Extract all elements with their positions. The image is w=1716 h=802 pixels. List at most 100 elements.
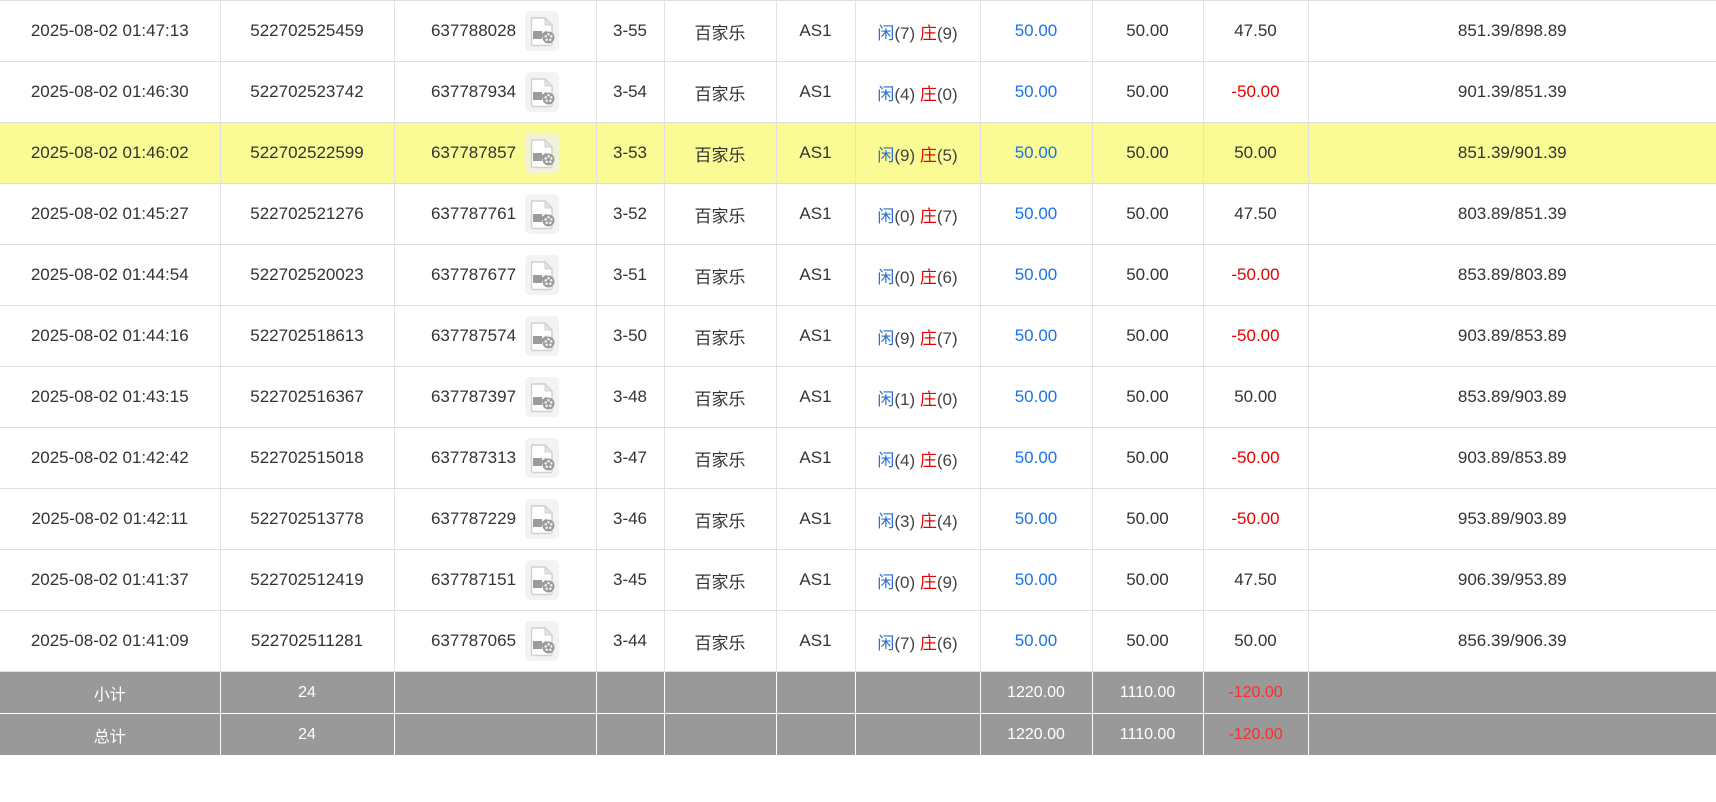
table-row[interactable]: 2025-08-02 01:41:37 522702512419 637787151… [0,549,1716,611]
banker-points: (0) [936,389,958,409]
bet-time: 2025-08-02 01:47:13 [0,0,221,62]
table-code: AS1 [776,488,856,550]
summary-blank-game [664,671,777,714]
bet-amount[interactable]: 50.00 [980,610,1093,672]
table-code: AS1 [776,366,856,428]
game-name: 百家乐 [664,244,777,306]
game-result: 闲(1) 庄(0) [855,366,981,428]
banker-label: 庄 [919,511,937,531]
video-replay-icon[interactable] [525,11,560,51]
win-loss: 50.00 [1203,366,1309,428]
table-code: AS1 [776,427,856,489]
win-loss: 47.50 [1203,0,1309,62]
player-label: 闲 [877,84,895,104]
game-name: 百家乐 [664,61,777,123]
banker-points: (6) [936,450,958,470]
bet-amount[interactable]: 50.00 [980,427,1093,489]
bet-id: 522702525459 [220,0,395,62]
video-replay-icon[interactable] [525,255,560,295]
video-replay-icon[interactable] [525,194,560,234]
summary-blank-round [394,671,597,714]
bet-amount[interactable]: 50.00 [980,61,1093,123]
balance-before-after: 903.89/853.89 [1308,305,1716,367]
summary-blank-result [855,671,981,714]
game-name: 百家乐 [664,305,777,367]
table-row[interactable]: 2025-08-02 01:42:42 522702515018 637787313… [0,427,1716,489]
table-row[interactable]: 2025-08-02 01:45:27 522702521276 637787761… [0,183,1716,245]
summary-row: 小计 24 1220.00 1110.00 -120.00 [0,671,1716,714]
win-loss: -50.00 [1203,244,1309,306]
valid-amount: 50.00 [1092,549,1204,611]
video-replay-icon[interactable] [525,438,560,478]
bet-id: 522702522599 [220,122,395,184]
player-label: 闲 [877,572,895,592]
table-row[interactable]: 2025-08-02 01:47:13 522702525459 637788028… [0,0,1716,62]
game-result: 闲(3) 庄(4) [855,488,981,550]
table-row[interactable]: 2025-08-02 01:44:54 522702520023 637787677… [0,244,1716,306]
video-replay-icon[interactable] [525,316,560,356]
bet-time: 2025-08-02 01:41:09 [0,610,221,672]
win-loss: 47.50 [1203,549,1309,611]
player-label: 闲 [877,450,895,470]
bet-time: 2025-08-02 01:42:42 [0,427,221,489]
summary-blank-result [855,713,981,756]
table-code: AS1 [776,305,856,367]
player-label: 闲 [877,389,895,409]
shoe-round: 3-51 [596,244,665,306]
video-replay-icon[interactable] [525,560,560,600]
balance-before-after: 851.39/901.39 [1308,122,1716,184]
banker-points: (6) [936,633,958,653]
table-row[interactable]: 2025-08-02 01:43:15 522702516367 637787397… [0,366,1716,428]
bet-amount[interactable]: 50.00 [980,549,1093,611]
round-id: 637787857 [430,143,517,162]
banker-points: (0) [936,84,958,104]
banker-label: 庄 [919,145,937,165]
bet-amount[interactable]: 50.00 [980,488,1093,550]
bet-id: 522702512419 [220,549,395,611]
shoe-round: 3-48 [596,366,665,428]
player-points: (9) [894,328,916,348]
bet-amount[interactable]: 50.00 [980,122,1093,184]
banker-label: 庄 [919,84,937,104]
video-replay-icon[interactable] [525,621,560,661]
table-row[interactable]: 2025-08-02 01:42:11 522702513778 637787229… [0,488,1716,550]
video-replay-icon[interactable] [525,72,560,112]
summary-blank-round [394,713,597,756]
game-result: 闲(9) 庄(7) [855,305,981,367]
video-replay-icon[interactable] [525,499,560,539]
banker-points: (5) [936,145,958,165]
bet-id: 522702513778 [220,488,395,550]
bet-amount[interactable]: 50.00 [980,244,1093,306]
banker-label: 庄 [919,389,937,409]
table-row[interactable]: 2025-08-02 01:46:30 522702523742 637787934… [0,61,1716,123]
table-row[interactable]: 2025-08-02 01:44:16 522702518613 637787574… [0,305,1716,367]
bet-id: 522702516367 [220,366,395,428]
bet-amount[interactable]: 50.00 [980,366,1093,428]
round-id: 637787065 [430,631,517,650]
summary-count: 24 [220,713,395,756]
bet-history-tbody: 2025-08-02 01:47:13 522702525459 637788028… [0,0,1716,756]
bet-amount[interactable]: 50.00 [980,0,1093,62]
round-id: 637788028 [430,21,517,40]
game-name: 百家乐 [664,183,777,245]
shoe-round: 3-44 [596,610,665,672]
video-replay-icon[interactable] [525,377,560,417]
video-replay-icon[interactable] [525,133,560,173]
shoe-round: 3-53 [596,122,665,184]
round-id-cell: 637787857 [394,122,597,184]
win-loss: -50.00 [1203,488,1309,550]
player-points: (7) [894,633,916,653]
table-row[interactable]: 2025-08-02 01:46:02 522702522599 637787857… [0,122,1716,184]
valid-amount: 50.00 [1092,183,1204,245]
summary-bet-amount: 1220.00 [980,671,1093,714]
bet-amount[interactable]: 50.00 [980,305,1093,367]
bet-amount[interactable]: 50.00 [980,183,1093,245]
table-row[interactable]: 2025-08-02 01:41:09 522702511281 637787065… [0,610,1716,672]
game-name: 百家乐 [664,549,777,611]
player-label: 闲 [877,206,895,226]
balance-before-after: 853.89/803.89 [1308,244,1716,306]
win-loss: -50.00 [1203,305,1309,367]
summary-blank-shoe [596,713,665,756]
player-label: 闲 [877,23,895,43]
valid-amount: 50.00 [1092,427,1204,489]
